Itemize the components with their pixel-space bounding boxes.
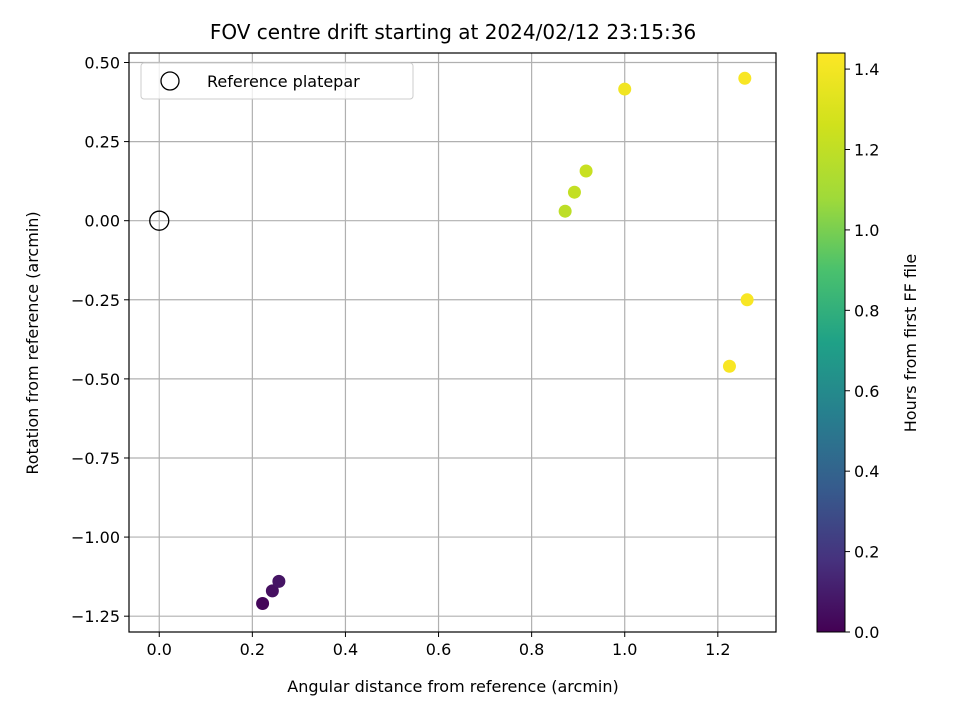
y-tick-label: −0.50 xyxy=(71,370,120,389)
y-tick-label: 0.50 xyxy=(84,53,120,72)
y-tick-label: 0.25 xyxy=(84,133,120,152)
grid xyxy=(129,53,776,632)
x-tick-label: 0.2 xyxy=(240,640,265,659)
y-tick-label: 0.00 xyxy=(84,212,120,231)
colorbar-label: Hours from first FF file xyxy=(901,254,920,433)
y-tick-label: −1.25 xyxy=(71,607,120,626)
plot-frame xyxy=(128,52,777,633)
legend-label: Reference platepar xyxy=(207,72,360,91)
data-point xyxy=(738,71,752,85)
colorbar-gradient xyxy=(816,52,846,633)
chart-title: FOV centre drift starting at 2024/02/12 … xyxy=(210,20,696,44)
y-tick-label: −0.25 xyxy=(71,291,120,310)
x-tick-label: 0.8 xyxy=(519,640,544,659)
colorbar-tick-label: 1.2 xyxy=(854,141,879,160)
reference-layer xyxy=(149,210,170,231)
colorbar: 0.0 0.2 0.4 0.6 0.8 1.0 1.2 1.4 Hours from firs… xyxy=(816,52,920,642)
x-tick-label: 0.6 xyxy=(426,640,451,659)
data-point xyxy=(722,359,736,373)
legend-marker-open-circle xyxy=(160,71,180,91)
colorbar-tick-label: 0.2 xyxy=(854,543,879,562)
data-point xyxy=(256,597,270,611)
x-axis-label: Angular distance from reference (arcmin) xyxy=(287,677,618,696)
x-tick-label: 0.4 xyxy=(333,640,358,659)
data-points xyxy=(256,71,754,611)
data-point xyxy=(265,584,279,598)
x-tick-label: 1.2 xyxy=(705,640,730,659)
data-point xyxy=(579,164,593,178)
x-axis-ticks: 0.0 0.2 0.4 0.6 0.8 1.0 1.2 xyxy=(147,632,731,659)
data-point xyxy=(740,293,754,307)
y-axis-ticks: 0.50 0.25 0.00 −0.25 −0.50 −0.75 −1.00 −1.25 xyxy=(71,53,129,626)
data-point xyxy=(567,185,581,199)
data-point xyxy=(272,574,286,588)
reference-platepar-marker xyxy=(149,210,170,231)
data-point xyxy=(618,82,632,96)
legend: Reference platepar xyxy=(140,62,414,100)
colorbar-tick-label: 0.4 xyxy=(854,462,879,481)
x-tick-label: 0.0 xyxy=(147,640,172,659)
colorbar-ticks: 0.0 0.2 0.4 0.6 0.8 1.0 1.2 1.4 xyxy=(845,60,879,642)
colorbar-tick-label: 1.4 xyxy=(854,60,879,79)
colorbar-tick-label: 0.8 xyxy=(854,301,879,320)
y-tick-label: −0.75 xyxy=(71,449,120,468)
colorbar-tick-label: 0.0 xyxy=(854,623,879,642)
colorbar-tick-label: 1.0 xyxy=(854,221,879,240)
y-axis-label: Rotation from reference (arcmin) xyxy=(23,211,42,474)
colorbar-tick-label: 0.6 xyxy=(854,382,879,401)
x-tick-label: 1.0 xyxy=(612,640,637,659)
legend-box xyxy=(140,62,414,100)
data-point xyxy=(558,204,572,218)
y-tick-label: −1.00 xyxy=(71,528,120,547)
